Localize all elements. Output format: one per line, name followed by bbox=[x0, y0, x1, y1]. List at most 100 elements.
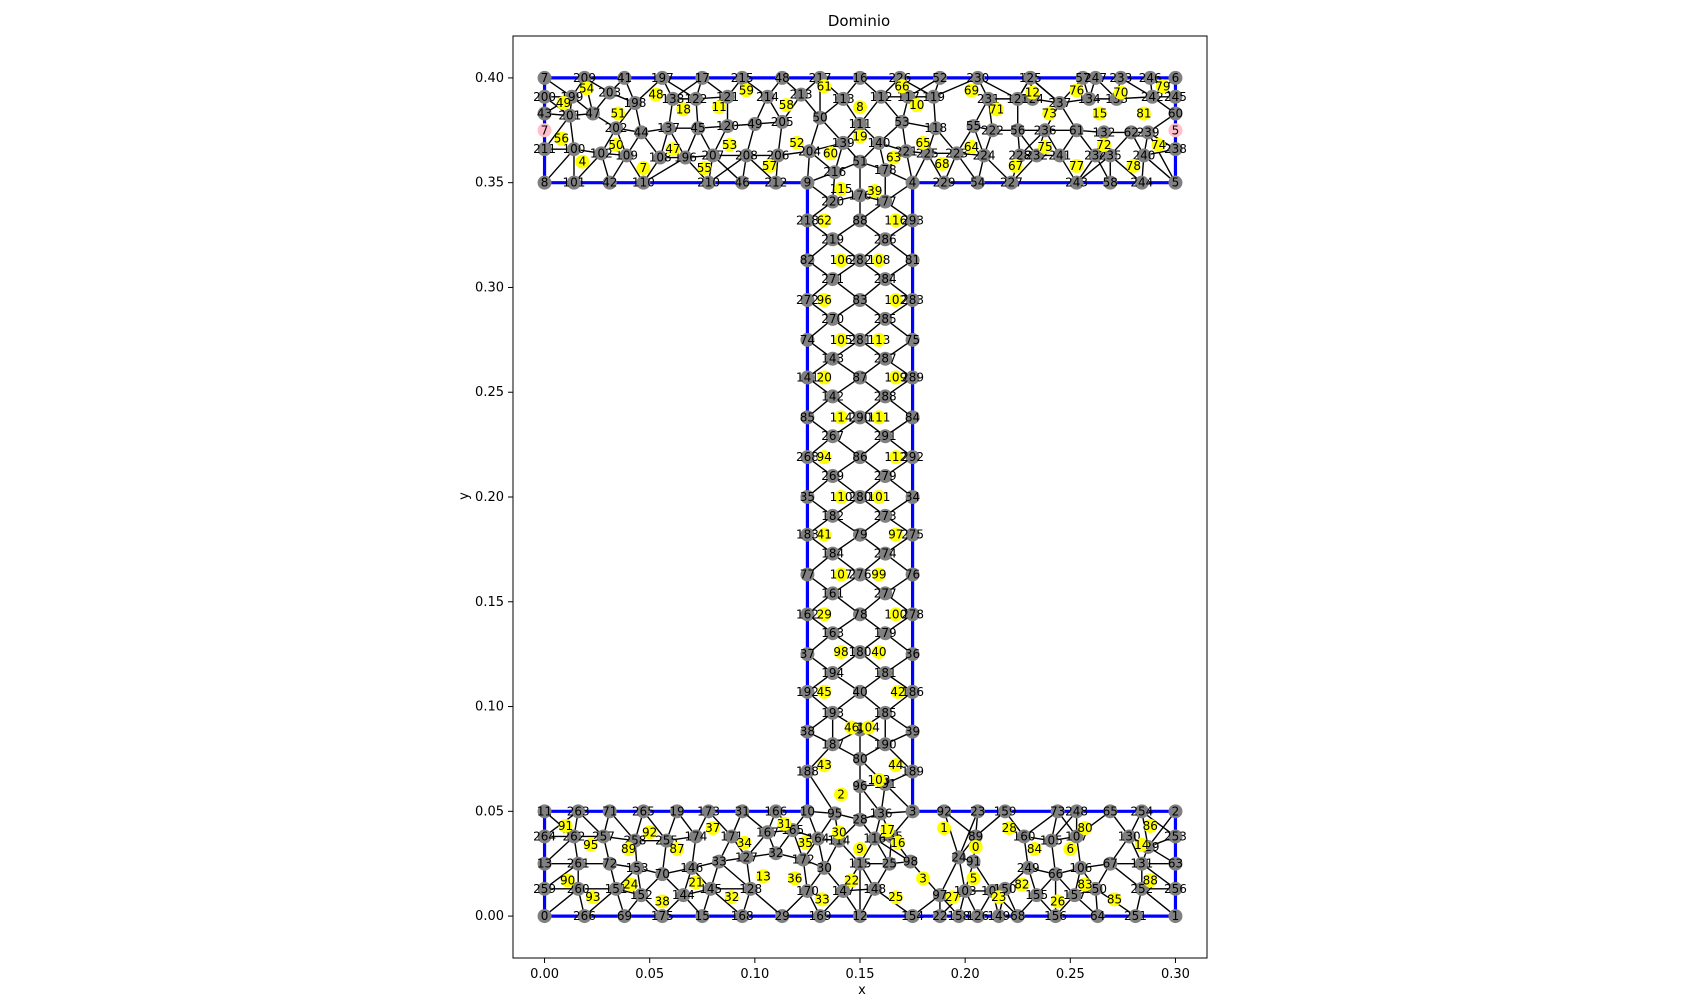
node-label: 61 bbox=[1069, 123, 1084, 137]
mesh-node: 4 bbox=[905, 175, 920, 190]
mesh-node: 186 bbox=[901, 684, 924, 699]
mesh-edge bbox=[1141, 863, 1176, 890]
mesh-node: 261 bbox=[567, 856, 590, 871]
element-dot bbox=[834, 410, 849, 425]
node-marker bbox=[800, 332, 815, 347]
mesh-node: 157 bbox=[1063, 888, 1086, 903]
node-label: 244 bbox=[1130, 176, 1153, 190]
element-marker: 108 bbox=[867, 253, 890, 268]
element-dot bbox=[817, 684, 832, 699]
node-marker bbox=[800, 724, 815, 739]
mesh-node: 35 bbox=[800, 490, 815, 504]
mesh-node: 169 bbox=[809, 909, 831, 924]
node-label: 140 bbox=[867, 136, 890, 150]
element-marker: 67 bbox=[1008, 158, 1023, 173]
mesh-node: 249 bbox=[1017, 860, 1040, 875]
element-marker: 52 bbox=[789, 135, 805, 150]
node-label: 243 bbox=[1065, 176, 1088, 190]
element-label: 41 bbox=[817, 528, 832, 542]
mesh-node: 215 bbox=[731, 70, 754, 85]
mesh-node: 202 bbox=[605, 121, 628, 136]
node-label: 53 bbox=[894, 115, 909, 129]
element-marker: 78 bbox=[1126, 158, 1141, 173]
mesh-node: 245 bbox=[1164, 89, 1187, 104]
node-label: 271 bbox=[821, 272, 844, 286]
node-label: 266 bbox=[573, 909, 596, 923]
element-marker: 53 bbox=[722, 137, 737, 152]
node-label: 262 bbox=[563, 829, 586, 843]
element-label: 114 bbox=[830, 410, 853, 424]
mesh-node: 158 bbox=[947, 909, 970, 924]
element-dot bbox=[724, 890, 739, 905]
node-marker bbox=[905, 724, 920, 739]
node-label: 212 bbox=[764, 176, 787, 190]
mesh-node: 180 bbox=[849, 645, 871, 660]
node-label: 62 bbox=[1124, 125, 1139, 139]
node-marker bbox=[760, 89, 775, 104]
mesh-edge bbox=[874, 837, 911, 863]
mesh-node: 37 bbox=[800, 647, 815, 662]
mesh-node: 285 bbox=[874, 311, 897, 326]
mesh-node: 211 bbox=[533, 142, 556, 157]
node-label: 203 bbox=[598, 86, 621, 100]
element-marker: 98 bbox=[833, 645, 849, 660]
node-label: 75 bbox=[905, 333, 920, 347]
mesh-node: 268 bbox=[796, 450, 819, 465]
element-dot bbox=[991, 890, 1006, 905]
node-label: 30 bbox=[817, 861, 832, 875]
element-label: 80 bbox=[1077, 821, 1092, 835]
node-label: 7 bbox=[541, 71, 549, 85]
node-marker bbox=[1134, 856, 1149, 871]
mesh-node: 183 bbox=[796, 527, 819, 542]
node-label: 101 bbox=[563, 176, 586, 190]
mesh-node: 1 bbox=[1168, 909, 1183, 924]
mesh-node: 51 bbox=[852, 154, 868, 169]
mesh-node: 176 bbox=[849, 188, 871, 203]
node-marker bbox=[800, 883, 815, 898]
mesh-node: 100 bbox=[563, 142, 585, 157]
mesh-node: 279 bbox=[874, 469, 897, 484]
mesh-node: 109 bbox=[615, 148, 638, 163]
y-tick-label: 0.00 bbox=[475, 909, 504, 924]
element-label: 111 bbox=[867, 410, 890, 424]
node-marker bbox=[684, 860, 699, 875]
mesh-node: 200 bbox=[533, 89, 556, 104]
element-dot bbox=[705, 821, 720, 836]
node-label: 45 bbox=[690, 121, 705, 135]
mesh-node: 91 bbox=[966, 854, 981, 869]
node-label: 159 bbox=[994, 804, 1017, 818]
element-label: 50 bbox=[608, 138, 623, 152]
node-label: 188 bbox=[796, 765, 819, 779]
element-marker: 25 bbox=[888, 890, 903, 905]
node-label: 166 bbox=[764, 804, 787, 818]
node-marker bbox=[827, 165, 842, 180]
element-marker: 62 bbox=[817, 213, 832, 228]
node-marker bbox=[1050, 804, 1065, 819]
element-label: 103 bbox=[867, 773, 890, 787]
element-marker: 61 bbox=[817, 79, 832, 94]
mesh-node: 159 bbox=[994, 804, 1017, 819]
node-marker bbox=[853, 188, 867, 203]
element-dot bbox=[1143, 818, 1158, 833]
node-label: 156 bbox=[1044, 909, 1067, 923]
node-marker bbox=[1096, 125, 1111, 140]
node-label: 259 bbox=[533, 882, 556, 896]
mesh-node: 130 bbox=[1118, 829, 1141, 844]
mesh-node: 281 bbox=[849, 332, 872, 347]
element-label: 11 bbox=[711, 100, 726, 114]
node-label: 281 bbox=[849, 333, 872, 347]
node-marker bbox=[878, 737, 893, 752]
x-tick-label: 0.15 bbox=[846, 967, 875, 982]
mesh-node: 288 bbox=[874, 389, 897, 404]
node-label: 9 bbox=[804, 176, 812, 190]
mesh-node: 196 bbox=[674, 150, 697, 165]
node-marker bbox=[619, 148, 634, 163]
node-label: 284 bbox=[874, 272, 897, 286]
element-label: 51 bbox=[611, 107, 626, 121]
mesh-node: 9 bbox=[800, 175, 815, 190]
element-dot bbox=[611, 106, 626, 121]
element-marker: 13 bbox=[756, 869, 771, 884]
y-tick-label: 0.40 bbox=[475, 71, 504, 86]
mesh-edge bbox=[544, 888, 579, 917]
mesh-node: 25 bbox=[882, 856, 897, 871]
